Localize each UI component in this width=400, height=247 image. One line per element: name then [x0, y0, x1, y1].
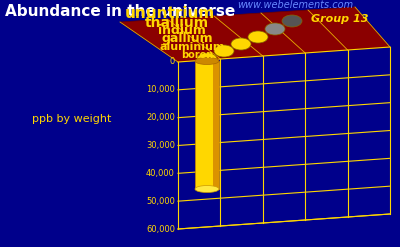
Text: boron: boron: [181, 50, 213, 60]
Text: aluminium: aluminium: [159, 42, 225, 52]
Text: 10,000: 10,000: [146, 85, 175, 94]
Polygon shape: [120, 7, 390, 62]
Text: 50,000: 50,000: [146, 197, 175, 206]
Bar: [213, 61, 219, 189]
Text: www.webelements.com: www.webelements.com: [237, 0, 353, 10]
Text: Abundance in the universe: Abundance in the universe: [5, 4, 235, 19]
Ellipse shape: [231, 38, 251, 50]
Bar: [195, 61, 219, 189]
Text: indium: indium: [158, 24, 206, 38]
Ellipse shape: [197, 53, 217, 65]
Text: 0: 0: [170, 58, 175, 66]
Ellipse shape: [248, 31, 268, 43]
Text: 20,000: 20,000: [146, 113, 175, 122]
Text: 60,000: 60,000: [146, 225, 175, 233]
Ellipse shape: [195, 58, 219, 64]
Ellipse shape: [214, 45, 234, 57]
Ellipse shape: [195, 185, 219, 192]
Text: 40,000: 40,000: [146, 169, 175, 178]
Text: 30,000: 30,000: [146, 141, 175, 150]
Text: Group 13: Group 13: [311, 14, 369, 24]
Text: thallium: thallium: [145, 16, 209, 30]
Ellipse shape: [282, 15, 302, 27]
Text: gallium: gallium: [161, 33, 213, 45]
Text: ununtrium: ununtrium: [125, 6, 215, 21]
Text: ppb by weight: ppb by weight: [32, 114, 112, 124]
Ellipse shape: [265, 23, 285, 35]
